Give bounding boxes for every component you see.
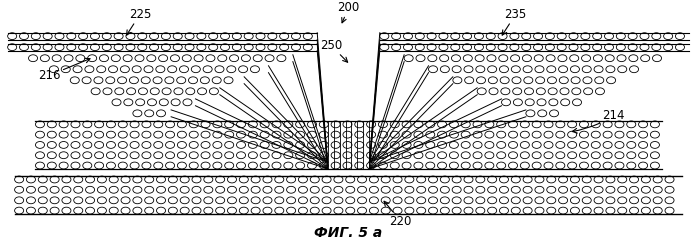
Text: 220: 220 bbox=[384, 201, 412, 228]
Text: 214: 214 bbox=[572, 109, 625, 133]
Text: 225: 225 bbox=[127, 8, 151, 35]
Text: 250: 250 bbox=[320, 39, 348, 62]
Text: 200: 200 bbox=[337, 2, 360, 23]
Text: 216: 216 bbox=[38, 58, 90, 82]
Text: ФИГ. 5 а: ФИГ. 5 а bbox=[314, 226, 383, 239]
Text: 235: 235 bbox=[503, 8, 526, 35]
